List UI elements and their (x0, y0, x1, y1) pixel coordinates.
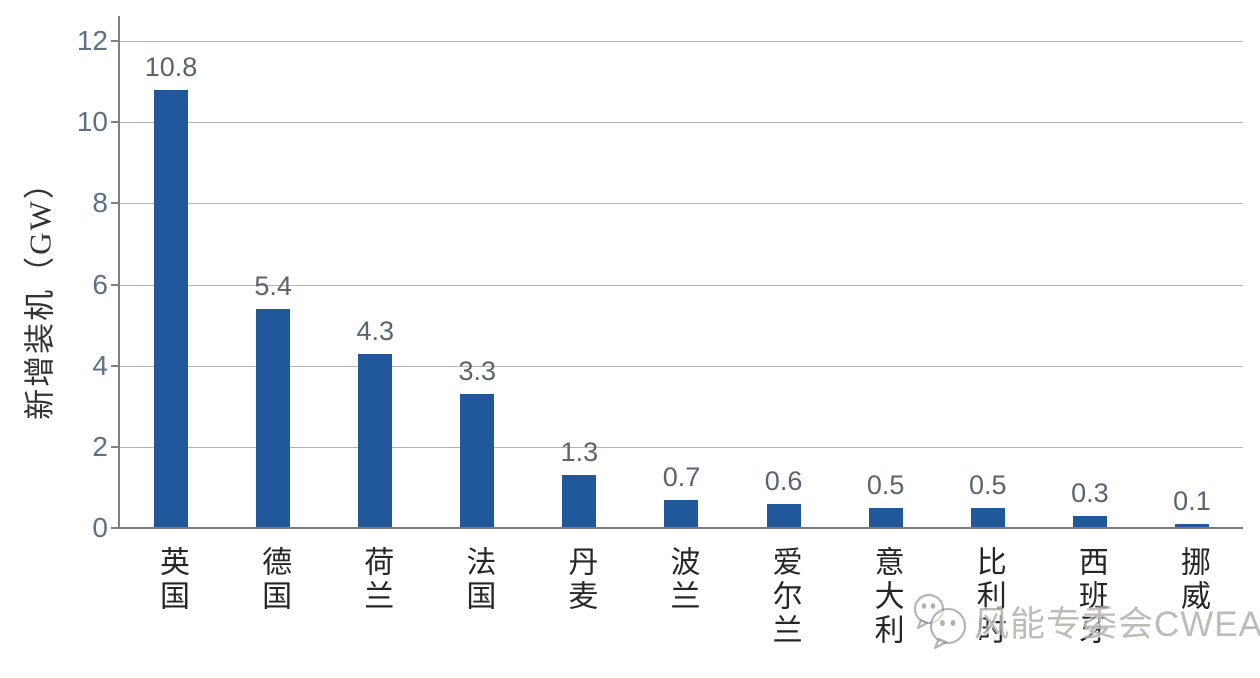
bar-group: 0.5 (835, 41, 937, 528)
wechat-icon (908, 592, 972, 650)
y-tick-label: 6 (92, 268, 108, 300)
bar-value-label: 0.5 (866, 469, 905, 500)
y-tick-label: 0 (92, 512, 108, 543)
bar-value-label: 4.3 (356, 315, 394, 346)
x-axis-label: 德国 (257, 546, 291, 614)
y-tick-mark (111, 364, 120, 367)
bar (766, 503, 801, 528)
bar-value-label: 1.3 (560, 437, 599, 468)
y-tick-label: 10 (76, 106, 108, 138)
bar (256, 308, 291, 528)
y-tick-mark (111, 527, 120, 529)
y-tick-mark (111, 202, 120, 205)
bar (1174, 523, 1209, 528)
y-tick-label: 12 (76, 25, 108, 56)
bar-value-label: 0.6 (764, 465, 803, 496)
bar (358, 353, 393, 528)
bar-value-label: 0.3 (1071, 477, 1109, 508)
x-axis-line (120, 527, 1243, 529)
bar-group: 0.3 (1039, 41, 1141, 528)
bar-value-label: 10.8 (144, 51, 198, 82)
x-axis-label: 比利时 (971, 546, 1005, 648)
bar (970, 507, 1005, 528)
bar (868, 507, 903, 528)
x-axis-label: 意大利 (869, 546, 903, 648)
bar-group: 4.3 (324, 41, 426, 528)
bar-group: 3.3 (426, 41, 528, 528)
bar-group: 10.8 (120, 41, 222, 528)
x-axis-label: 西班牙 (1073, 546, 1107, 648)
bar (1072, 515, 1107, 528)
x-axis-label: 挪威 (1175, 546, 1209, 614)
bar-value-label: 0.5 (968, 469, 1007, 500)
x-axis-label: 爱尔兰 (767, 546, 801, 648)
gridline (120, 284, 1243, 286)
y-tick-label: 2 (92, 430, 108, 462)
bar-group: 0.7 (630, 41, 732, 528)
bar-value-label: 0.7 (662, 461, 701, 492)
bar (154, 89, 189, 528)
bar-value-label: 3.3 (458, 356, 497, 387)
bar-group: 0.5 (937, 41, 1039, 528)
bar-group: 0.1 (1141, 41, 1243, 528)
x-axis-label: 波兰 (665, 546, 699, 614)
y-tick-mark (111, 283, 120, 286)
plot-area: 10.8 5.4 4.3 3.3 1.3 0.7 0.6 0.5 0.5 0.3 0.1 (111, 40, 1243, 529)
x-axis-label: 丹麦 (563, 546, 597, 614)
gridline (120, 41, 1243, 42)
x-axis-label: 荷兰 (359, 546, 393, 614)
bar-value-label: 5.4 (254, 270, 292, 301)
gridline (120, 122, 1243, 124)
bar-group: 1.3 (528, 41, 630, 528)
y-axis-line (118, 16, 120, 529)
y-tick-label: 8 (92, 187, 108, 219)
bar-group: 0.6 (733, 41, 835, 528)
watermark-text: 风能专委会CWEA (974, 604, 1260, 644)
gridline (120, 365, 1243, 367)
bar (664, 499, 699, 528)
bar-group: 5.4 (222, 41, 324, 528)
gridline (120, 446, 1243, 448)
y-tick-mark (111, 121, 120, 124)
bar-value-label: 0.1 (1173, 485, 1211, 516)
x-axis-label: 英国 (155, 546, 189, 614)
bar (460, 394, 495, 528)
x-axis-label: 法国 (461, 546, 495, 614)
bar (562, 475, 597, 528)
y-tick-mark (111, 445, 120, 448)
y-tick-label: 4 (92, 349, 108, 381)
y-tick-mark (111, 40, 120, 42)
gridline (120, 203, 1243, 205)
